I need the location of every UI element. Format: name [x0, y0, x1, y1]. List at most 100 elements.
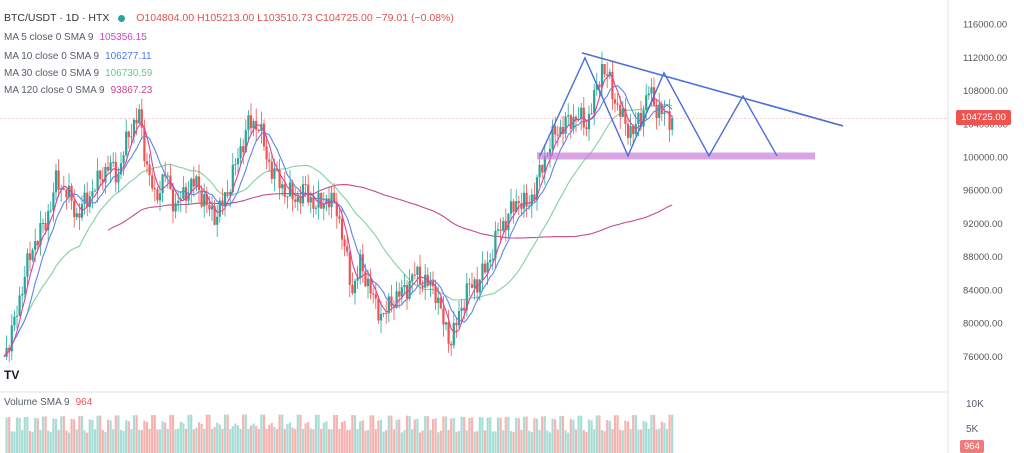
- candle-body: [668, 111, 671, 130]
- candle-body: [39, 222, 42, 246]
- volume-bar: [421, 430, 424, 453]
- volume-bar: [665, 428, 669, 453]
- indicator-ma120[interactable]: MA 120 close 0 SMA 9 93867.23: [4, 85, 152, 96]
- volume-bar: [418, 432, 422, 453]
- volume-bar: [517, 418, 520, 453]
- ma30-path: [3, 103, 673, 358]
- volume-bar: [169, 414, 172, 453]
- volume-bar: [195, 427, 198, 453]
- candle-body: [444, 322, 448, 325]
- volume-bar: [192, 429, 195, 453]
- candle-body: [530, 194, 533, 206]
- candle-body: [145, 161, 149, 165]
- volume-bar: [671, 414, 674, 453]
- indicator-ma5[interactable]: MA 5 close 0 SMA 9 105356.15: [4, 32, 147, 43]
- candle-body: [239, 146, 242, 159]
- volume-bar: [348, 429, 351, 453]
- indicator-label: MA 5 close 0 SMA 9: [4, 32, 94, 43]
- volume-bar: [515, 417, 518, 453]
- candle-body: [486, 262, 489, 273]
- candle-body: [421, 284, 424, 288]
- volume-bar: [574, 429, 578, 453]
- candle-body: [603, 63, 606, 75]
- candle-body: [348, 251, 351, 285]
- candle-body: [242, 146, 245, 153]
- candle-body: [182, 187, 185, 199]
- volume-bar: [405, 415, 409, 453]
- candle-body: [49, 210, 52, 212]
- symbol-header[interactable]: BTC/USDT · 1D · HTX O104804.00 H105213.0…: [4, 12, 454, 24]
- candle-body: [489, 260, 492, 263]
- volume-bar: [299, 414, 302, 453]
- volume-bar: [587, 419, 591, 453]
- volume-bar: [450, 418, 453, 453]
- candle-body: [101, 179, 104, 183]
- volume-bar: [340, 421, 344, 453]
- volume-bar: [626, 421, 630, 453]
- candle-body: [312, 197, 315, 209]
- candle-body: [275, 168, 279, 171]
- candle-body: [463, 307, 466, 311]
- candle-body: [112, 161, 115, 163]
- volume-bar: [366, 429, 370, 453]
- volume-bar: [372, 415, 375, 453]
- volume-bar: [54, 418, 58, 453]
- candle-body: [585, 127, 588, 130]
- candle-body: [613, 99, 617, 104]
- volume-bar: [78, 416, 81, 453]
- volume-bar: [611, 429, 614, 453]
- indicator-ma10[interactable]: MA 10 close 0 SMA 9 106277.11: [4, 51, 152, 62]
- candle-body: [218, 200, 221, 217]
- candle-body: [387, 296, 390, 314]
- ma5-line: [3, 73, 673, 358]
- volume-bar: [403, 430, 406, 453]
- candle-body: [626, 123, 630, 138]
- ma10-line: [3, 84, 673, 358]
- volume-bar: [166, 428, 169, 453]
- volume-bar: [528, 430, 531, 453]
- volume-bar: [28, 431, 32, 453]
- volume-bar: [153, 414, 156, 453]
- volume-bar: [364, 430, 367, 453]
- volume-bar: [44, 416, 47, 453]
- volume-bar: [242, 414, 245, 453]
- candle-body: [130, 136, 133, 138]
- volume-bar: [457, 430, 461, 453]
- volume-bar: [114, 415, 117, 453]
- volume-bar: [52, 418, 55, 453]
- candle-body: [114, 161, 117, 183]
- volume-indicator[interactable]: Volume SMA 9 964: [4, 397, 92, 408]
- volume-bar: [351, 415, 354, 453]
- volume-bar: [249, 425, 253, 453]
- volume-bar: [283, 428, 286, 453]
- volume-bar: [359, 421, 362, 453]
- candle-body: [91, 191, 94, 197]
- candle-body: [616, 103, 619, 105]
- market-status-icon: [118, 14, 126, 22]
- volume-bar: [535, 418, 539, 453]
- candle-body: [468, 283, 471, 285]
- volume-bar: [8, 417, 11, 453]
- volume-bar: [171, 414, 175, 453]
- volume-bar: [546, 430, 549, 453]
- volume-bar: [101, 430, 104, 453]
- y-tick-label: 108000.00: [963, 86, 1008, 97]
- volume-bar: [31, 431, 34, 453]
- candle-body: [247, 115, 250, 131]
- volume-bar: [96, 415, 99, 453]
- candle-body: [554, 126, 557, 135]
- volume-bar: [346, 429, 349, 453]
- candle-body: [294, 199, 297, 202]
- symbol-label[interactable]: BTC/USDT · 1D · HTX: [4, 12, 110, 24]
- ma5-path: [3, 73, 673, 358]
- candle-body: [548, 148, 552, 156]
- candle-body: [567, 115, 570, 117]
- volume-bar: [18, 417, 21, 453]
- volume-bar: [135, 415, 138, 453]
- indicator-ma30[interactable]: MA 30 close 0 SMA 9 106730.59: [4, 68, 152, 79]
- candle-body: [543, 156, 546, 173]
- candle-body: [632, 125, 635, 135]
- volume-bar: [15, 417, 19, 453]
- volume-bar: [112, 429, 115, 453]
- candle-body: [437, 297, 440, 304]
